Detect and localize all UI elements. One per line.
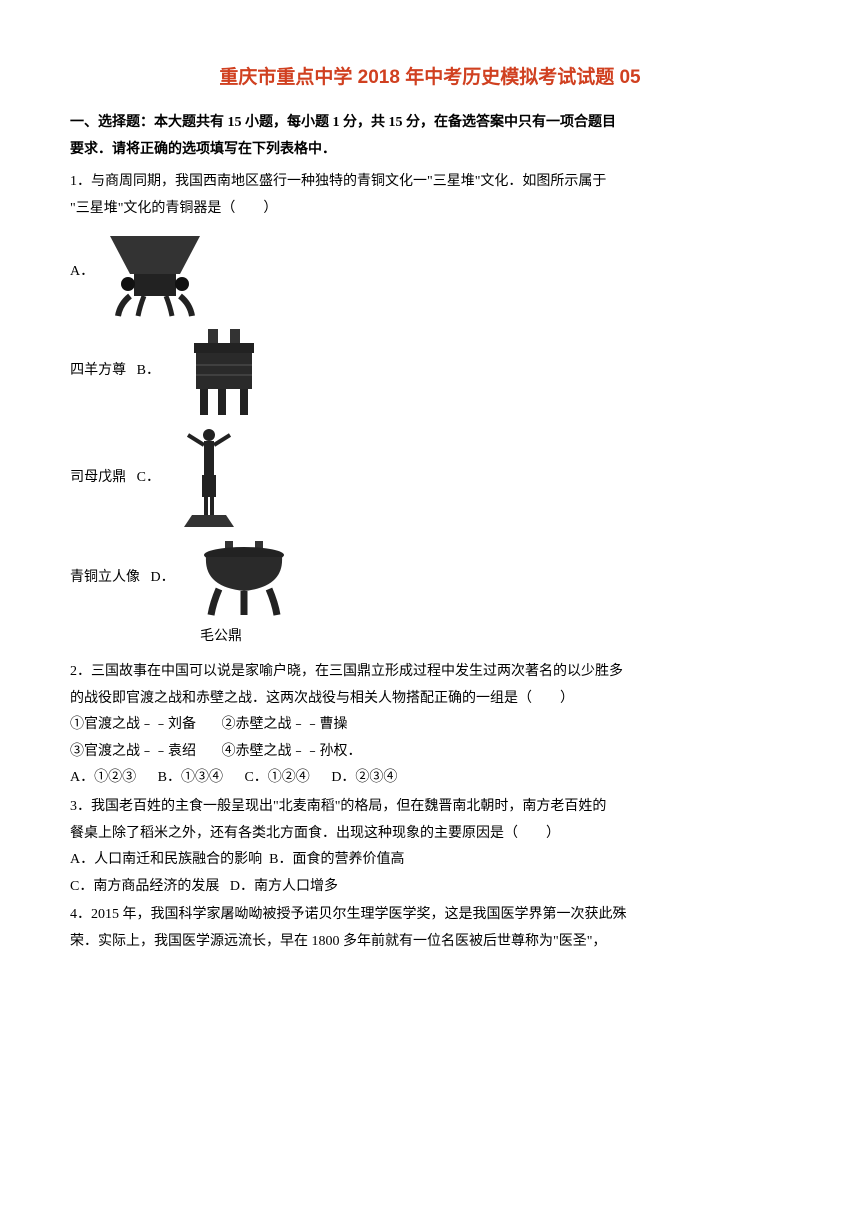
section-1-heading-l1: 一、选择题：本大题共有 15 小题，每小题 1 分，共 15 分，在备选答案中只…: [70, 110, 790, 137]
q2-stem-l2: 的战役即官渡之战和赤壁之战．这两次战役与相关人物搭配正确的一组是（ ）: [70, 686, 790, 713]
page-title: 重庆市重点中学 2018 年中考历史模拟考试试题 05: [70, 60, 790, 96]
q2-matches-row2: ③官渡之战﹣﹣袁绍 ④赤壁之战﹣﹣孙权．: [70, 739, 790, 766]
q2-option-b: B．①③④: [158, 770, 223, 785]
siyangfangzun-image: [100, 224, 210, 319]
q1-option-c-prefix: C．: [137, 470, 160, 485]
q1-option-c-name: 青铜立人像: [70, 570, 140, 585]
question-3: 3．我国老百姓的主食一般呈现出"北麦南稻"的格局，但在魏晋南北朝时，南方老百姓的…: [70, 794, 790, 900]
q3-option-d: D．南方人口增多: [230, 879, 338, 894]
q4-stem-l2: 荣．实际上，我国医学源远流长，早在 1800 多年前就有一位名医被后世尊称为"医…: [70, 929, 790, 956]
question-4: 4．2015 年，我国科学家屠呦呦被授予诺贝尔生理学医学奖，这是我国医学界第一次…: [70, 902, 790, 955]
q1-option-a-prefix: A．: [70, 259, 94, 286]
q2-option-d: D．②③④: [331, 770, 397, 785]
q2-match-2: ②赤壁之战﹣﹣曹操: [222, 717, 348, 732]
q1-option-b-prefix: B．: [137, 363, 160, 378]
q3-stem-l2: 餐桌上除了稻米之外，还有各类北方面食．出现这种现象的主要原因是（ ）: [70, 821, 790, 848]
q2-matches-row1: ①官渡之战﹣﹣刘备 ②赤壁之战﹣﹣曹操: [70, 712, 790, 739]
q2-option-c: C．①②④: [244, 770, 309, 785]
section-1-heading: 一、选择题：本大题共有 15 小题，每小题 1 分，共 15 分，在备选答案中只…: [70, 110, 790, 163]
q3-option-a: A．人口南迁和民族融合的影响: [70, 852, 262, 867]
q1-option-b-row: 四羊方尊 B．: [70, 321, 790, 421]
q1-option-b-name: 司母戊鼎: [70, 470, 126, 485]
q1-option-d-name: 毛公鼎: [200, 624, 790, 651]
q1-option-d-row: 青铜立人像 D．: [70, 535, 790, 620]
q2-match-4: ④赤壁之战﹣﹣孙权．: [222, 744, 362, 759]
section-1-heading-l2: 要求．请将正确的选项填写在下列表格中．: [70, 137, 790, 164]
q1-option-d-prefix: D．: [151, 570, 175, 585]
q3-options-row1: A．人口南迁和民族融合的影响 B．面食的营养价值高: [70, 847, 790, 874]
question-1: 1．与商周同期，我国西南地区盛行一种独特的青铜文化一"三星堆"文化．如图所示属于…: [70, 169, 790, 651]
qingtonglirenxiang-image: [174, 423, 244, 533]
q4-stem-l1: 4．2015 年，我国科学家屠呦呦被授予诺贝尔生理学医学奖，这是我国医学界第一次…: [70, 902, 790, 929]
question-2: 2．三国故事在中国可以说是家喻户晓，在三国鼎立形成过程中发生过两次著名的以少胜多…: [70, 659, 790, 792]
q3-option-c: C．南方商品经济的发展: [70, 879, 219, 894]
q2-match-1: ①官渡之战﹣﹣刘备: [70, 717, 196, 732]
q1-option-a-name: 四羊方尊: [70, 363, 126, 378]
q1-stem-l2: "三星堆"文化的青铜器是（ ）: [70, 196, 790, 223]
simuwuding-image: [174, 321, 274, 421]
q1-option-c-row: 司母戊鼎 C．: [70, 423, 790, 533]
q2-options: A．①②③ B．①③④ C．①②④ D．②③④: [70, 765, 790, 792]
q2-option-a: A．①②③: [70, 770, 136, 785]
maogongding-image: [189, 535, 299, 620]
q1-stem-l1: 1．与商周同期，我国西南地区盛行一种独特的青铜文化一"三星堆"文化．如图所示属于: [70, 169, 790, 196]
q2-match-3: ③官渡之战﹣﹣袁绍: [70, 744, 196, 759]
q3-option-b: B．面食的营养价值高: [269, 852, 404, 867]
q3-stem-l1: 3．我国老百姓的主食一般呈现出"北麦南稻"的格局，但在魏晋南北朝时，南方老百姓的: [70, 794, 790, 821]
q3-options-row2: C．南方商品经济的发展 D．南方人口增多: [70, 874, 790, 901]
q2-stem-l1: 2．三国故事在中国可以说是家喻户晓，在三国鼎立形成过程中发生过两次著名的以少胜多: [70, 659, 790, 686]
q1-option-a-row: A．: [70, 224, 790, 319]
